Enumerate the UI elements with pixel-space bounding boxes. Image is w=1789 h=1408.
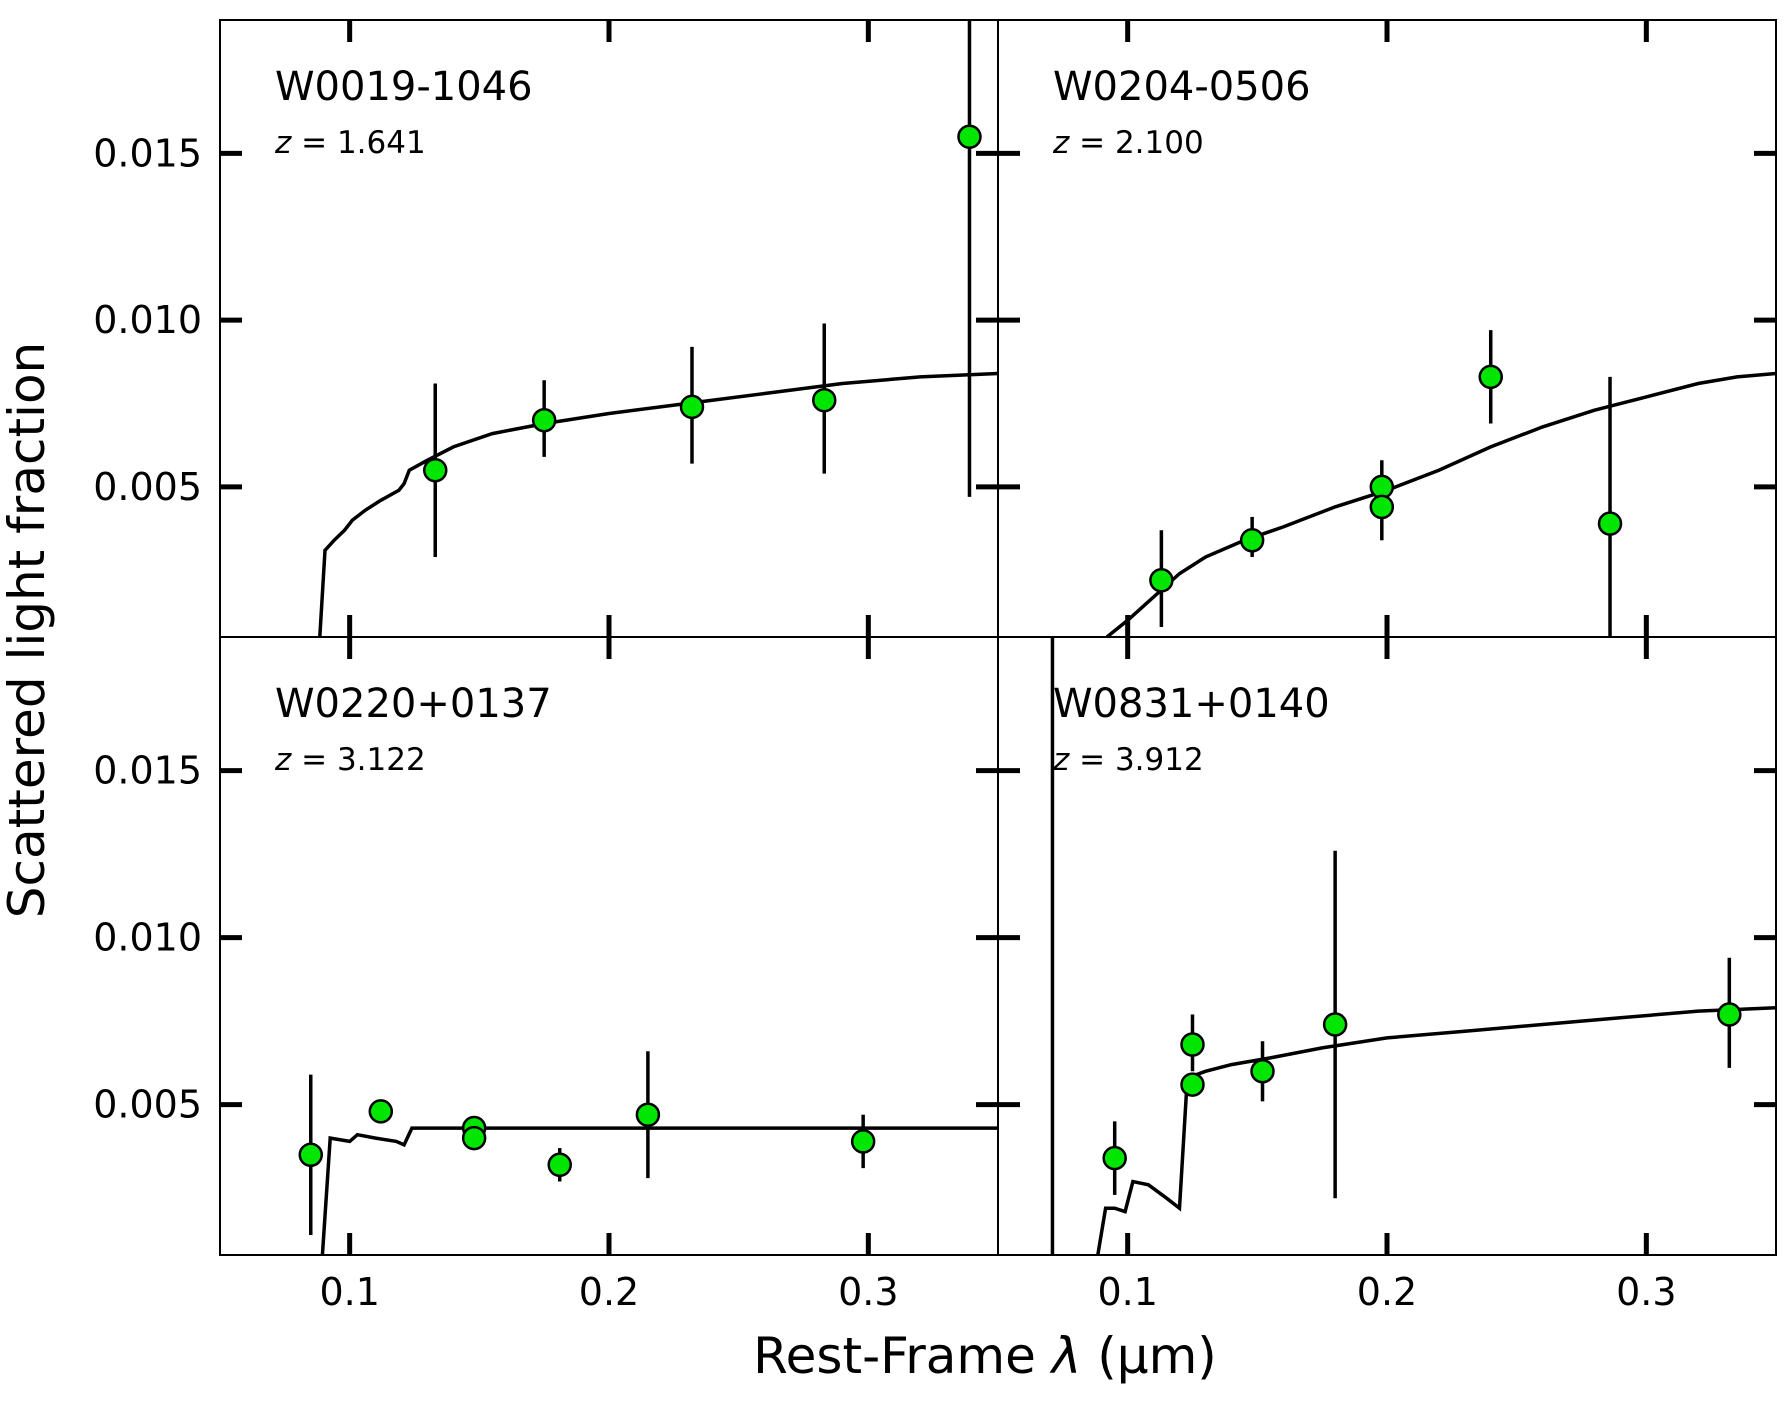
- x-axis-title: Rest-Frame λ (μm): [753, 1327, 1217, 1385]
- data-point: [422, 457, 448, 483]
- panel-name: W0831+0140: [1053, 681, 1330, 727]
- model-curve: [1105, 371, 1776, 637]
- x-tick-label: 0.2: [579, 1270, 639, 1314]
- panel-name: W0019-1046: [275, 64, 533, 110]
- data-point: [1102, 1145, 1127, 1171]
- model-curve: [1096, 1006, 1776, 1255]
- data-point: [1250, 1059, 1275, 1084]
- y-tick-label: 0.010: [93, 298, 202, 342]
- data-point: [461, 1125, 487, 1151]
- data-point: [1478, 364, 1503, 390]
- data-point: [811, 387, 837, 413]
- panel-frame: [997, 636, 1777, 1256]
- data-point: [850, 1129, 876, 1154]
- panel-data: [1041, 593, 1776, 1255]
- panel-frame: [219, 636, 999, 1256]
- panel-redshift: z = 2.100: [1052, 125, 1204, 161]
- data-point: [1369, 474, 1395, 500]
- y-tick-label: 0.005: [93, 465, 202, 509]
- panel-redshift: z = 1.641: [274, 125, 426, 161]
- x-tick-label: 0.3: [838, 1270, 898, 1314]
- panel-w0019-1046: 0.005 0.010 0.015 W0019-1046 z = 1.641: [93, 19, 999, 638]
- x-tick-label: 0.2: [1357, 1270, 1417, 1314]
- y-tick-label: 0.015: [93, 131, 202, 175]
- lambda-symbol: λ: [1049, 1327, 1082, 1385]
- data-point: [679, 394, 705, 420]
- data-point: [1717, 1002, 1742, 1027]
- x-tick-label: 0.1: [319, 1270, 379, 1314]
- panel-redshift: z = 3.122: [274, 742, 426, 778]
- data-point: [547, 1152, 572, 1178]
- data-point: [1180, 1032, 1205, 1057]
- data-point: [957, 124, 982, 149]
- data-point: [1322, 1012, 1348, 1037]
- panel-w0204-0506: W0204-0506 z = 2.100: [997, 19, 1777, 638]
- panel-frame: [219, 19, 999, 638]
- data-point: [1041, 593, 1063, 615]
- panel-w0220+0137: 0.1 0.2 0.3 0.005 0.010 0.015 W0220+0137 z = 3.…: [93, 636, 999, 1314]
- data-point: [1597, 511, 1623, 536]
- data-point: [531, 407, 557, 433]
- data-point: [298, 1142, 324, 1168]
- panel-data: [1105, 330, 1776, 637]
- data-point: [1369, 494, 1395, 520]
- panel-frame: [997, 19, 1777, 638]
- data-point: [1239, 528, 1265, 553]
- model-curve: [320, 1126, 998, 1255]
- data-point: [1180, 1072, 1205, 1097]
- y-tick-label: 0.015: [93, 749, 202, 793]
- data-point: [635, 1102, 661, 1127]
- panels: 0.005 0.010 0.015 W0019-1046 z = 1.641 W0204-…: [93, 19, 1777, 1314]
- panel-data: [318, 20, 998, 637]
- panel-w0831+0140: 0.1 0.2 0.3 W0831+0140 z = 3.912: [997, 593, 1777, 1314]
- panel-name: W0204-0506: [1053, 64, 1311, 110]
- data-point: [1149, 568, 1174, 593]
- y-tick-label: 0.005: [93, 1083, 202, 1127]
- x-tick-label: 0.3: [1616, 1270, 1676, 1314]
- x-tick-label: 0.1: [1097, 1270, 1157, 1314]
- data-point: [368, 1099, 394, 1124]
- y-axis-title: Scattered light fraction: [0, 342, 56, 918]
- model-curve: [318, 371, 998, 637]
- panel-name: W0220+0137: [275, 681, 552, 727]
- panel-data: [298, 1051, 998, 1255]
- panel-redshift: z = 3.912: [1052, 742, 1204, 778]
- y-tick-label: 0.010: [93, 916, 202, 960]
